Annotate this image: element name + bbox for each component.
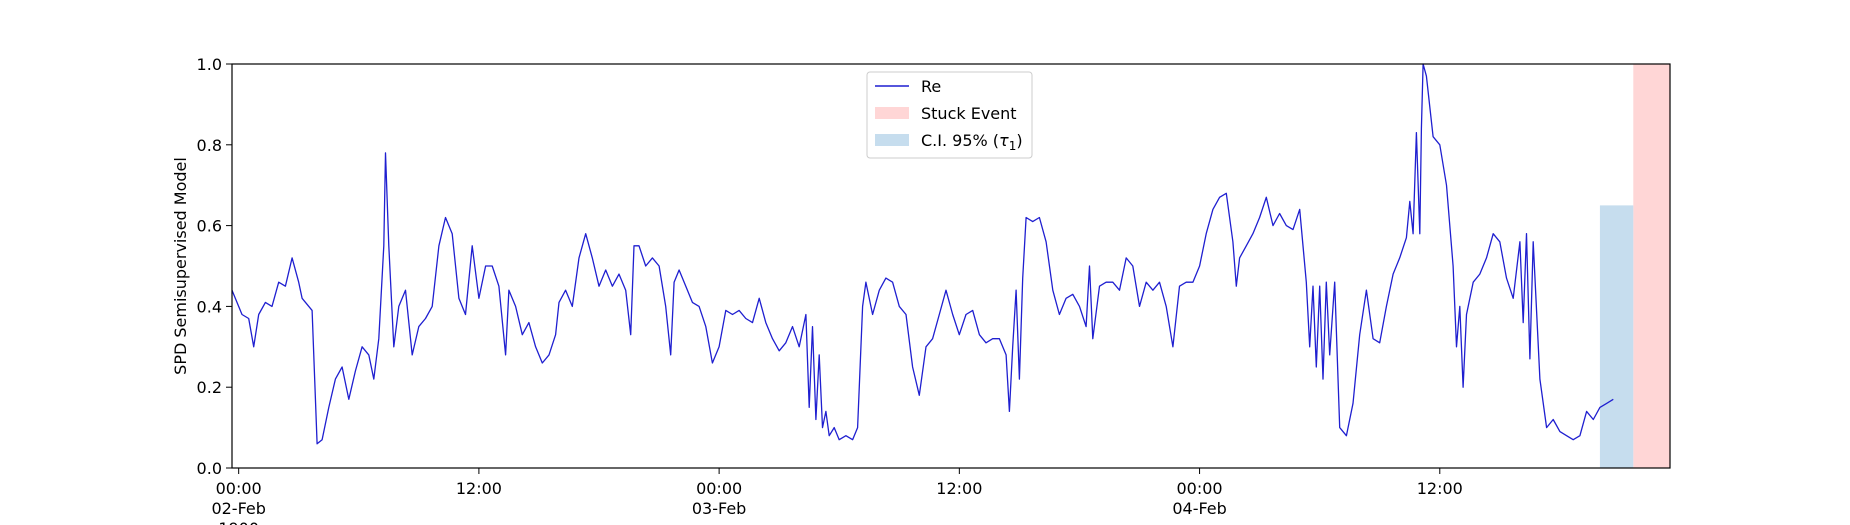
x-tick-label-time: 00:00 xyxy=(216,479,262,498)
legend-label: C.I. 95% (τ1) xyxy=(921,131,1023,153)
y-tick-label: 0.2 xyxy=(197,378,222,397)
legend-label: Re xyxy=(921,77,941,96)
legend-swatch-patch xyxy=(875,107,909,119)
y-axis: 0.0 0.2 0.4 0.6 0.8 1.0 xyxy=(197,55,232,478)
series-line-0 xyxy=(231,63,1614,445)
bands-layer xyxy=(1599,64,1670,468)
x-tick-label-year: 1900 xyxy=(218,519,259,525)
y-axis-label: SPD Semisupervised Model xyxy=(171,157,190,375)
band-1 xyxy=(1599,205,1634,468)
x-tick-label-time: 12:00 xyxy=(1417,479,1463,498)
series-layer xyxy=(231,63,1614,445)
y-tick-label: 0.8 xyxy=(197,136,222,155)
plot-area-frame xyxy=(231,63,1671,469)
y-tick-label: 0.4 xyxy=(197,297,222,316)
band-0 xyxy=(1633,64,1670,468)
x-tick-label-date: 04-Feb xyxy=(1172,499,1226,518)
y-tick-label: 0.6 xyxy=(197,217,222,236)
y-tick-label: 1.0 xyxy=(197,55,222,74)
legend-label: Stuck Event xyxy=(921,104,1017,123)
legend-swatch-patch xyxy=(875,134,909,146)
x-axis: 00:0002-Feb190012:0000:0003-Feb12:0000:0… xyxy=(211,468,1463,525)
legend: Re Stuck Event C.I. 95% (τ1) xyxy=(866,71,1033,159)
x-tick-label-date: 02-Feb xyxy=(211,499,265,518)
y-tick-label: 0.0 xyxy=(197,459,222,478)
x-tick-label-time: 12:00 xyxy=(456,479,502,498)
legend-items: Re Stuck Event C.I. 95% (τ1) xyxy=(875,77,1023,153)
x-tick-label-date: 03-Feb xyxy=(692,499,746,518)
x-tick-label-time: 00:00 xyxy=(696,479,742,498)
x-tick-label-time: 12:00 xyxy=(936,479,982,498)
x-tick-label-time: 00:00 xyxy=(1177,479,1223,498)
